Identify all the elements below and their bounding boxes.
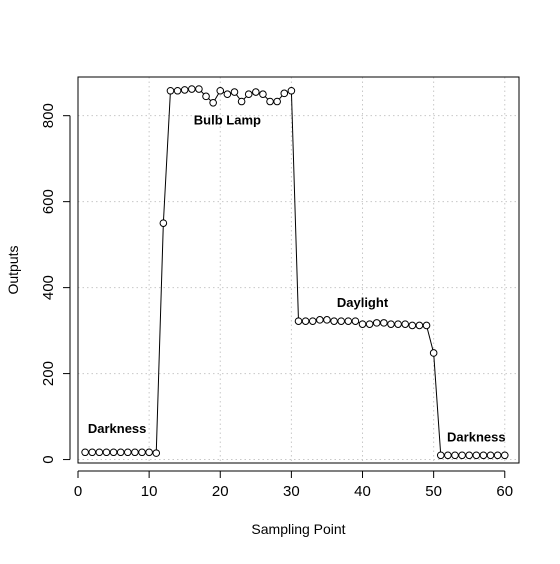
data-point <box>287 86 296 95</box>
data-point <box>372 319 381 327</box>
y-tick-label: 400 <box>40 275 57 300</box>
data-point <box>102 448 111 457</box>
data-point <box>472 451 481 460</box>
data-point <box>138 448 146 457</box>
data-point <box>308 317 317 325</box>
data-point <box>195 85 203 93</box>
data-point <box>88 448 97 457</box>
data-point <box>223 90 232 98</box>
x-axis-title: Sampling Point <box>251 521 345 537</box>
x-tick-label: 50 <box>425 483 442 500</box>
data-point <box>95 448 104 457</box>
y-tick-label: 600 <box>40 189 57 214</box>
data-point <box>173 86 182 95</box>
x-tick-label: 10 <box>141 483 158 500</box>
data-point <box>123 448 132 457</box>
data-point <box>230 88 239 96</box>
x-tick-label: 20 <box>212 483 229 500</box>
data-point <box>337 317 345 325</box>
data-point <box>444 451 452 460</box>
grid-lines <box>77 77 519 463</box>
x-tick-label: 40 <box>354 483 371 500</box>
data-point <box>380 319 388 327</box>
data-point <box>244 90 253 98</box>
data-point <box>301 317 310 325</box>
data-point <box>145 448 153 457</box>
data-point <box>486 451 495 460</box>
data-point <box>280 89 289 98</box>
data-point <box>159 219 168 227</box>
data-point <box>131 448 139 457</box>
y-tick-label: 0 <box>40 455 57 463</box>
data-point <box>109 448 118 457</box>
y-tick-label: 200 <box>40 361 57 386</box>
data-point <box>237 97 246 106</box>
data-point <box>316 316 324 324</box>
data-point <box>365 320 374 328</box>
data-point <box>394 320 402 328</box>
data-point <box>458 451 466 460</box>
annotation-label: Daylight <box>337 295 389 310</box>
data-point <box>152 449 161 457</box>
data-point <box>344 317 353 325</box>
data-point <box>188 85 196 93</box>
data-point <box>330 317 338 325</box>
data-point <box>493 451 502 460</box>
data-point <box>358 320 367 328</box>
data-point <box>429 349 438 357</box>
y-tick-label: 800 <box>40 103 57 128</box>
y-axis-title: Outputs <box>5 245 21 294</box>
annotation-label: Bulb Lamp <box>194 112 261 127</box>
data-point <box>202 92 210 101</box>
annotation-label: Darkness <box>447 430 506 445</box>
data-point <box>266 97 274 106</box>
data-point <box>252 88 260 96</box>
data-point <box>465 451 474 460</box>
data-point <box>216 86 225 95</box>
data-point <box>209 98 217 107</box>
data-point <box>387 320 395 328</box>
data-point <box>81 448 89 457</box>
data-point <box>180 86 189 94</box>
data-point <box>415 321 424 330</box>
data-point <box>273 97 281 106</box>
annotation-label: Darkness <box>88 421 147 436</box>
data-point <box>166 86 175 95</box>
data-points <box>81 85 509 460</box>
data-point <box>479 451 488 460</box>
data-point <box>351 317 360 325</box>
annotations: Darkness Bulb Lamp Daylight Darkness <box>88 112 506 444</box>
data-point <box>294 317 303 325</box>
data-point <box>451 451 459 460</box>
series-line <box>85 88 505 456</box>
x-tick-label: 30 <box>283 483 300 500</box>
x-tick-label: 0 <box>74 483 82 500</box>
data-point <box>500 451 509 460</box>
data-point <box>259 90 267 98</box>
data-point <box>422 321 431 330</box>
data-point <box>436 451 445 460</box>
data-point <box>408 321 417 330</box>
data-point <box>116 448 125 457</box>
plot-area-border <box>77 76 520 464</box>
data-point <box>323 316 331 324</box>
data-point <box>401 320 409 328</box>
x-tick-label: 60 <box>496 483 513 500</box>
